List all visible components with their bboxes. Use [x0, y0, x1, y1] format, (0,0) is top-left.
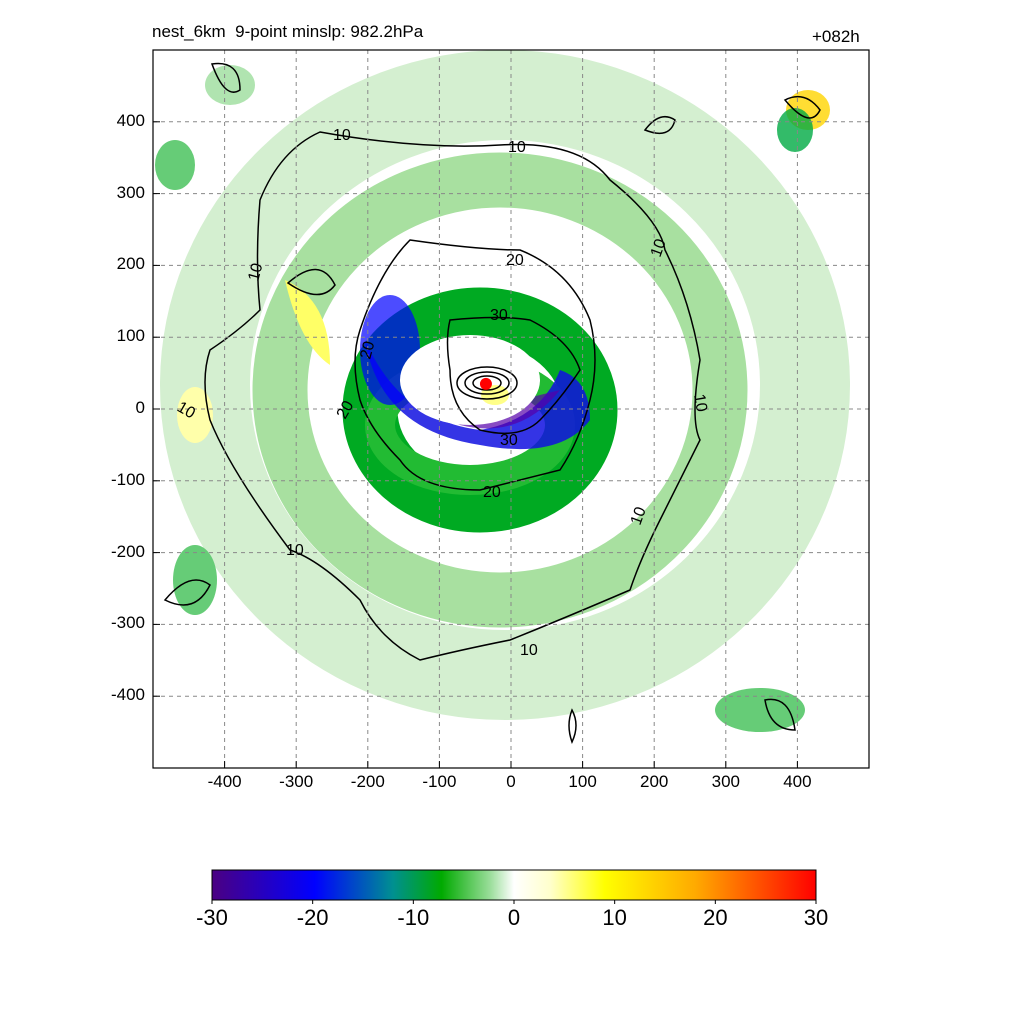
- contour-label: 10: [174, 399, 198, 423]
- y-tick-label: -100: [110, 469, 145, 489]
- y-tick-label: 100: [116, 326, 145, 346]
- y-tick-label: 0: [135, 398, 145, 417]
- colorbar-tick-marks: [211, 900, 817, 904]
- x-tick-label: 400: [783, 772, 812, 791]
- contour-label: 20: [334, 398, 358, 422]
- filled-field: [153, 50, 869, 768]
- contour-label: 10: [508, 139, 526, 156]
- contour-label: 10: [520, 642, 538, 659]
- colorbar-tick-label: 10: [602, 905, 627, 930]
- contour-label: 20: [357, 339, 378, 361]
- colorbar-tick-label: 20: [703, 905, 728, 930]
- contour-label: 20: [483, 484, 501, 501]
- x-tick-label: -400: [207, 772, 242, 791]
- contour-label: 10: [648, 237, 670, 260]
- x-tick-label: -100: [422, 772, 457, 791]
- x-tick-label: -300: [279, 772, 314, 791]
- contour-label: 30: [500, 432, 518, 449]
- y-tick-label: -200: [110, 541, 145, 561]
- colorbar-tick-label: -20: [296, 905, 329, 930]
- colorbar-tick-label: 30: [803, 905, 829, 930]
- x-tick-label: 200: [640, 772, 669, 791]
- y-tick-label: -300: [110, 613, 145, 633]
- colorbar-tick-label: -30: [196, 905, 228, 930]
- forecast-hour-label: +082h: [812, 27, 860, 46]
- x-tick-label: 0: [506, 772, 516, 791]
- tick-marks: [153, 121, 798, 768]
- contour-label: 10: [245, 261, 266, 283]
- contour-label: 10: [286, 542, 304, 559]
- contour-label: 20: [506, 252, 524, 269]
- contour-label: 10: [333, 127, 351, 144]
- contour-label: 10: [628, 505, 650, 528]
- x-tick-label: 100: [568, 772, 597, 791]
- y-tick-label: -400: [110, 685, 145, 705]
- colorbar-tick-label: -10: [397, 905, 430, 930]
- y-tick-label: 300: [116, 182, 145, 202]
- chart-title: nest_6km 9-point minslp: 982.2hPa: [152, 22, 424, 41]
- contour-label: 30: [490, 307, 508, 324]
- y-tick-label: 200: [116, 254, 145, 274]
- colorbar-tick-label: 0: [507, 905, 521, 930]
- colorbar: [211, 869, 817, 901]
- y-tick-label: 400: [116, 110, 145, 130]
- contour-lines: [163, 62, 821, 744]
- x-tick-label: -200: [350, 772, 385, 791]
- contour-label-group: 10 10 10 10 10 10 10 10 10 20 20 20 20 3…: [174, 127, 710, 659]
- x-tick-label: 300: [711, 772, 740, 791]
- contour-label: 10: [690, 393, 710, 414]
- storm-center-marker: [479, 377, 492, 390]
